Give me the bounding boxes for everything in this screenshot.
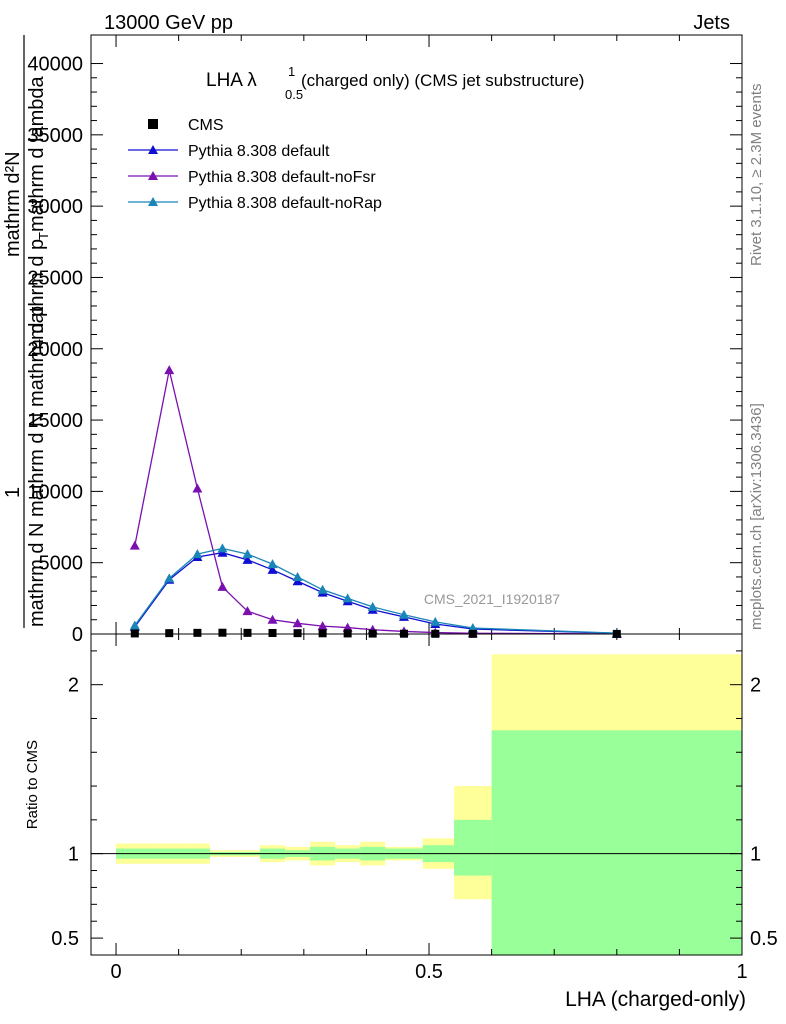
main-ytick-label: 15000 <box>27 410 83 432</box>
data-point <box>343 629 352 638</box>
data-point <box>218 628 227 637</box>
legend-item: Pythia 8.308 default-noFsr <box>128 169 376 186</box>
ratio-ytick-label: 2 <box>68 675 79 697</box>
data-point <box>317 621 328 631</box>
ylabel-inner-numerator: mathrm d²N <box>2 151 24 257</box>
legend-label: Pythia 8.308 default <box>188 143 330 160</box>
data-point <box>164 573 175 583</box>
title-subscript: 0.5 <box>285 87 303 102</box>
legend-label: CMS <box>188 117 224 134</box>
series-group <box>129 365 622 638</box>
data-point <box>292 571 303 581</box>
ratio-xtick-label: 1 <box>736 961 747 983</box>
data-point <box>243 628 252 637</box>
data-point <box>467 623 478 633</box>
ratio-ytick-label: 1 <box>68 844 79 866</box>
main-ytick-label: 5000 <box>39 553 84 575</box>
data-point <box>129 540 140 550</box>
main-panel: 0 5000 10000 15000 20000 25000 30000 35000 40000… <box>2 34 743 646</box>
ylabel-inner-den-rest: mathrm d lambda <box>26 76 48 232</box>
ratio-x-axis: 0 0.5 1 <box>110 634 748 983</box>
ratio-xtick-label: 0.5 <box>415 961 443 983</box>
data-point <box>342 622 353 632</box>
data-point <box>267 614 278 624</box>
legend-marker <box>148 197 158 206</box>
legend-item: CMS <box>148 117 224 134</box>
data-point <box>242 554 253 564</box>
data-point <box>292 618 303 628</box>
data-point <box>242 606 253 616</box>
data-point <box>267 559 278 569</box>
data-point <box>430 616 441 626</box>
ratio-panel: 0.5 0.51 12 2 0 0.5 1 Ratio to CMS LHA (charg… <box>24 633 778 1011</box>
ratio-band-inner <box>454 819 492 876</box>
main-ytick-label: 40000 <box>27 54 83 76</box>
legend-marker <box>148 119 158 129</box>
title-superscript: 1 <box>288 64 295 79</box>
title-rest: (charged only) (CMS jet substructure) <box>301 71 584 90</box>
series-line <box>134 552 617 634</box>
legend-label: Pythia 8.308 default-noRap <box>188 195 382 212</box>
legend-item: Pythia 8.308 default <box>128 143 330 160</box>
data-point <box>192 549 203 559</box>
ylabel-inner-denominator: mathrm d p <box>26 239 48 340</box>
ratio-band-inner <box>491 730 742 955</box>
data-point <box>164 365 175 375</box>
ratio-ytick-label-right: 2 <box>750 675 761 697</box>
data-point <box>242 549 253 559</box>
mcplots-label: mcplots.cern.ch [arXiv:1306.3436] <box>748 403 765 630</box>
ylabel-denominator-sub: T <box>36 339 51 347</box>
header-jets-label: Jets <box>693 12 730 34</box>
data-point <box>267 564 278 574</box>
legend-item: Pythia 8.308 default-noRap <box>128 195 382 212</box>
main-ytick-label: 20000 <box>27 339 83 361</box>
ylabel-numerator: 1 <box>2 487 24 498</box>
data-point <box>193 628 202 637</box>
ratio-plot-frame <box>90 633 743 956</box>
main-ytick-label: 30000 <box>27 196 83 218</box>
header-energy-label: 13000 GeV pp <box>104 12 233 34</box>
plot-title: LHA λ 1 0.5 (charged only) (CMS jet subs… <box>206 64 584 102</box>
data-point <box>293 629 302 638</box>
data-point <box>130 629 139 638</box>
data-point <box>217 581 228 591</box>
data-point <box>367 601 378 611</box>
rivet-version-label: Rivet 3.1.10, ≥ 2.3M events <box>748 84 765 267</box>
ratio-bands <box>116 654 742 955</box>
legend-marker <box>148 145 158 154</box>
ylabel-denominator: mathrm d N mathrm d N mathrm d p <box>26 306 48 627</box>
data-point <box>398 609 409 619</box>
main-y-label: 1 mathrm d N mathrm d N mathrm d p T mat… <box>2 35 51 628</box>
title-lha: LHA λ <box>206 70 257 91</box>
data-point <box>317 584 328 594</box>
legend-marker <box>148 171 158 180</box>
data-point <box>318 629 327 638</box>
main-ytick-label: 10000 <box>27 481 83 503</box>
main-y-axis: 0 5000 10000 15000 20000 25000 30000 35000 40000 <box>27 54 742 646</box>
ratio-y-label: Ratio to CMS <box>24 740 41 829</box>
series-line <box>134 370 617 635</box>
data-point <box>217 543 228 553</box>
x-axis-label: LHA (charged-only) <box>565 988 746 1011</box>
data-point <box>165 629 174 638</box>
analysis-watermark: CMS_2021_I1920187 <box>424 591 560 607</box>
ratio-xtick-label: 0 <box>110 961 121 983</box>
ratio-ytick-label-right: 0.5 <box>750 928 778 950</box>
main-ytick-label: 0 <box>72 624 83 646</box>
ylabel-inner-den-sub: T <box>36 232 51 240</box>
ratio-y-axis: 0.5 0.5 1 1 2 2 <box>51 650 778 950</box>
series-line <box>134 547 617 634</box>
data-point <box>342 593 353 603</box>
ratio-ytick-label-right: 1 <box>750 844 761 866</box>
main-ytick-label: 25000 <box>27 267 83 289</box>
legend: CMS Pythia 8.308 default Pythia 8.308 defa… <box>128 117 382 212</box>
main-ytick-label: 35000 <box>27 125 83 147</box>
legend-label: Pythia 8.308 default-noFsr <box>188 169 376 186</box>
data-point <box>129 620 140 630</box>
data-point <box>268 629 277 638</box>
data-point <box>192 483 203 493</box>
ratio-ytick-label: 0.5 <box>51 928 79 950</box>
